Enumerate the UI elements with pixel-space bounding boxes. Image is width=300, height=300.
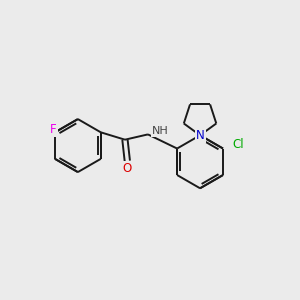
Text: NH: NH [152, 126, 168, 136]
Text: N: N [196, 129, 205, 142]
Text: F: F [50, 124, 57, 136]
Text: O: O [123, 162, 132, 175]
Text: Cl: Cl [232, 139, 244, 152]
